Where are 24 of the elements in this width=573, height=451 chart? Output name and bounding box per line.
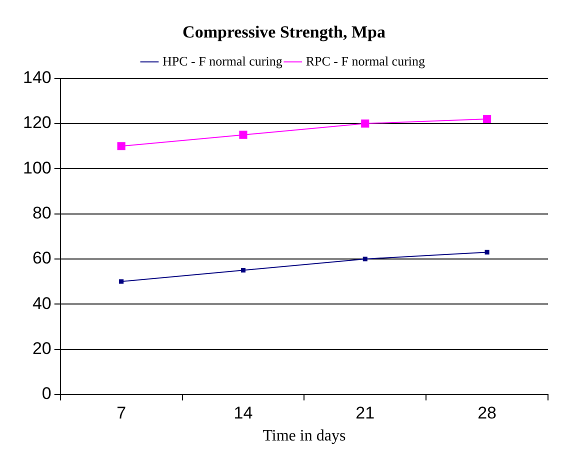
y-tick-label: 20	[32, 338, 52, 358]
point	[484, 250, 490, 254]
x-tick-label: 28	[478, 403, 497, 422]
point	[119, 279, 124, 284]
x-tick-label: 14	[234, 403, 253, 422]
y-tick-label: 80	[32, 204, 52, 223]
legend-label: RPC - F normal curing	[306, 53, 426, 68]
y-tick-label: 120	[22, 113, 52, 132]
point	[117, 142, 126, 150]
y-tick-label: 40	[32, 294, 52, 313]
point	[239, 130, 248, 139]
x-tick-label: 21	[356, 403, 375, 422]
point	[240, 268, 246, 273]
y-tick-label: 0	[42, 384, 52, 404]
chart-title: Compressive Strength, Mpa	[182, 22, 386, 42]
point	[362, 256, 368, 262]
y-tick-label: 100	[22, 158, 52, 178]
x-tick-label: 7	[116, 403, 126, 422]
y-tick-label: 140	[22, 68, 52, 88]
legend-label: HPC - F normal curing	[162, 53, 283, 68]
y-tick-label: 60	[32, 248, 52, 268]
point	[361, 120, 370, 128]
x-axis-title: Time in days	[262, 428, 346, 445]
point	[483, 114, 492, 124]
